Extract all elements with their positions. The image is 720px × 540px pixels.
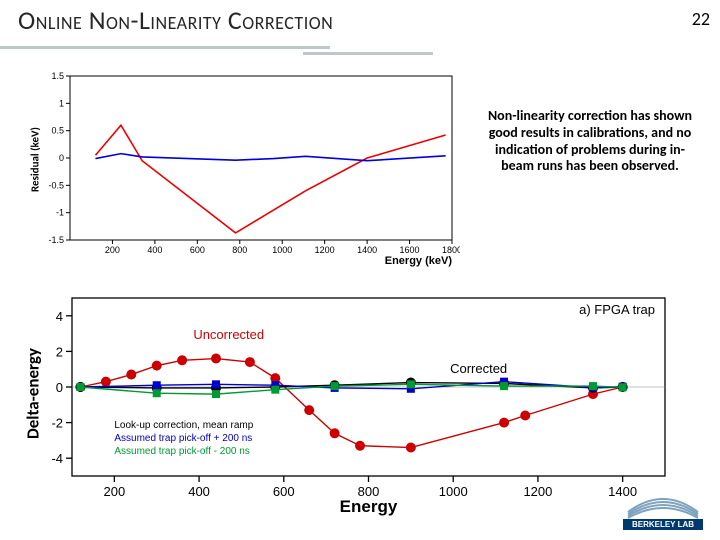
svg-text:1200: 1200 (523, 484, 552, 499)
svg-text:-4: -4 (51, 451, 63, 466)
svg-text:400: 400 (188, 484, 210, 499)
svg-text:800: 800 (232, 245, 247, 255)
svg-text:Look-up correction, mean ramp: Look-up correction, mean ramp (114, 420, 253, 431)
berkeley-lab-logo: BERKELEY LAB (618, 492, 708, 532)
svg-text:Uncorrected: Uncorrected (193, 327, 264, 342)
svg-text:-1: -1 (56, 208, 64, 218)
svg-text:1600: 1600 (400, 245, 420, 255)
svg-text:1: 1 (59, 98, 64, 108)
svg-text:1800: 1800 (442, 245, 460, 255)
svg-text:200: 200 (104, 484, 126, 499)
svg-text:Assumed trap pick-off - 200 ns: Assumed trap pick-off - 200 ns (114, 446, 249, 457)
title-underline-1 (0, 46, 330, 49)
svg-text:Energy: Energy (340, 497, 398, 516)
svg-text:600: 600 (190, 245, 205, 255)
title-underline-2 (303, 52, 433, 55)
svg-text:1000: 1000 (272, 245, 292, 255)
svg-text:a) FPGA trap: a) FPGA trap (579, 302, 655, 317)
svg-text:1200: 1200 (315, 245, 335, 255)
chart2-ylabel: Delta-energy (23, 344, 44, 444)
svg-text:200: 200 (105, 245, 120, 255)
svg-text:1.5: 1.5 (51, 71, 64, 81)
page-title: Online Non-Linearity Correction (18, 4, 333, 36)
svg-text:BERKELEY LAB: BERKELEY LAB (632, 520, 694, 529)
svg-text:600: 600 (273, 484, 295, 499)
svg-text:400: 400 (147, 245, 162, 255)
summary-text: Non-linearity correction has shown good … (480, 108, 700, 175)
delta-energy-chart: Delta-energy 200400600800100012001400Ene… (40, 288, 675, 516)
chart1-ylabel: Residual (keV) (29, 120, 42, 200)
svg-text:0: 0 (56, 380, 63, 395)
svg-text:-1.5: -1.5 (48, 235, 64, 245)
svg-text:Energy (keV): Energy (keV) (385, 255, 453, 267)
svg-text:-2: -2 (51, 416, 63, 431)
svg-text:1400: 1400 (357, 245, 377, 255)
svg-text:0.5: 0.5 (51, 126, 64, 136)
page-number: 22 (692, 8, 710, 30)
svg-text:0: 0 (59, 153, 64, 163)
svg-text:-0.5: -0.5 (48, 180, 64, 190)
svg-text:Corrected: Corrected (450, 361, 507, 376)
residual-chart: Residual (keV) 2004006008001000120014001… (40, 68, 460, 268)
svg-text:4: 4 (56, 309, 63, 324)
svg-text:2: 2 (56, 344, 63, 359)
svg-text:1000: 1000 (439, 484, 468, 499)
svg-text:Assumed trap pick-off + 200 ns: Assumed trap pick-off + 200 ns (114, 433, 252, 444)
